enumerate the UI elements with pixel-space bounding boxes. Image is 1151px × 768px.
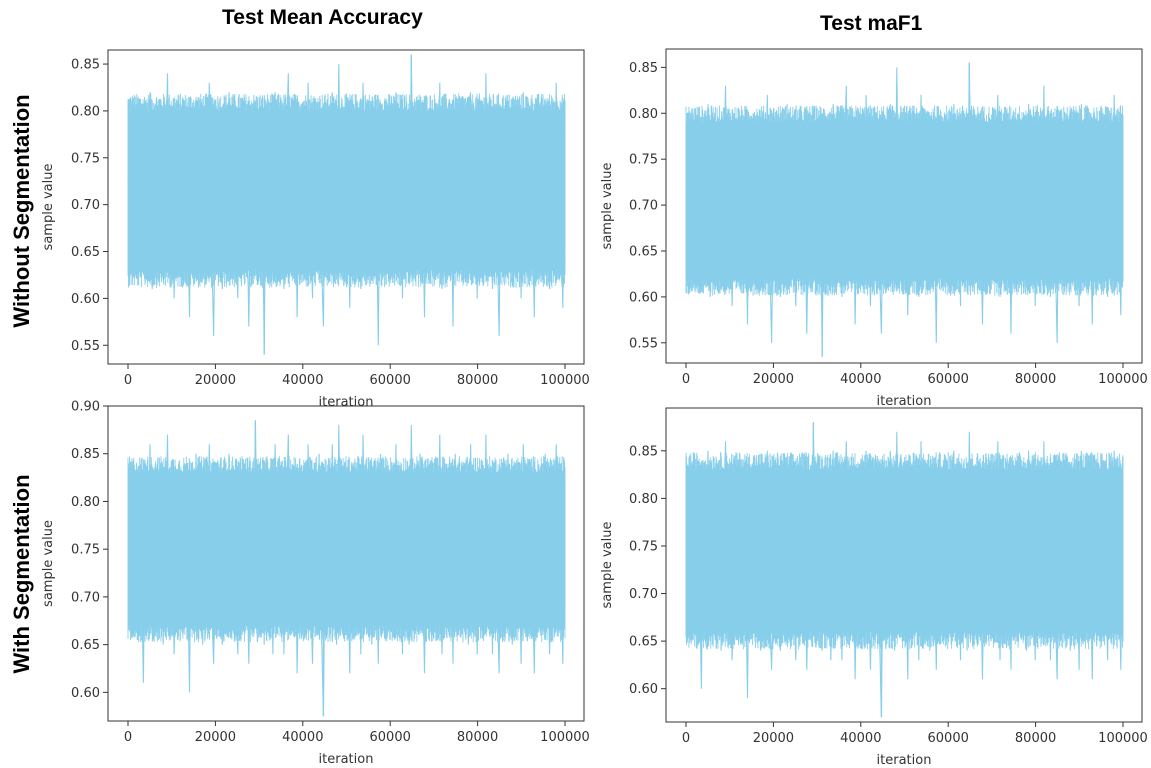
- y-tick-label: 0.60: [71, 292, 100, 307]
- x-axis-label: iteration: [319, 752, 374, 767]
- x-tick-label: 80000: [1015, 372, 1056, 387]
- trace-line: [685, 422, 1124, 718]
- x-tick-label: 0: [682, 372, 690, 387]
- y-tick-label: 0.75: [71, 151, 100, 166]
- x-tick-label: 40000: [282, 730, 323, 745]
- y-tick-label: 0.70: [71, 198, 100, 213]
- column-title-maf1: Test maF1: [820, 12, 923, 35]
- x-tick-label: 60000: [370, 373, 411, 388]
- trace-line: [127, 54, 566, 355]
- y-tick-label: 0.80: [629, 492, 658, 507]
- y-axis-label: sample value: [41, 520, 56, 607]
- x-tick-label: 80000: [457, 730, 498, 745]
- y-tick-label: 0.65: [71, 245, 100, 260]
- x-tick-label: 40000: [282, 373, 323, 388]
- x-tick-label: 60000: [928, 731, 969, 746]
- chart-without-seg-maf1: 0.55 0.60 0.65 0.70 0.75 0.80 0.85 0 20000 40000 6…: [600, 48, 1148, 409]
- x-tick-label: 20000: [195, 730, 236, 745]
- trace-line: [127, 420, 566, 717]
- x-axis-label: iteration: [319, 395, 374, 410]
- plot-frame: [665, 407, 1143, 723]
- y-tick-label: 0.60: [629, 290, 658, 305]
- y-tick-label: 0.70: [629, 587, 658, 602]
- y-tick-label: 0.70: [71, 590, 100, 605]
- x-tick-label: 100000: [1098, 731, 1148, 746]
- y-tick-label: 0.85: [71, 58, 100, 73]
- y-tick-label: 0.75: [629, 153, 658, 168]
- y-tick-label: 0.70: [629, 199, 658, 214]
- x-tick-label: 100000: [540, 730, 590, 745]
- trace-without-seg-accuracy: [127, 54, 566, 355]
- y-tick-label: 0.75: [71, 543, 100, 558]
- trace-with-seg-maf1: [685, 422, 1124, 718]
- x-tick-label: 0: [124, 730, 132, 745]
- x-tick-label: 20000: [195, 373, 236, 388]
- plot-frame: [665, 48, 1143, 364]
- y-tick-label: 0.80: [71, 495, 100, 510]
- x-tick-label: 20000: [753, 731, 794, 746]
- chart-with-seg-accuracy: 0.60 0.65 0.70 0.75 0.80 0.85 0.90 0 20000 40000 6…: [41, 400, 590, 768]
- y-tick-label: 0.80: [629, 107, 658, 122]
- y-tick-label: 0.85: [71, 447, 100, 462]
- y-tick-label: 0.55: [71, 339, 100, 354]
- x-tick-label: 0: [682, 731, 690, 746]
- y-axis-label: sample value: [600, 522, 615, 609]
- trace-line: [685, 62, 1124, 357]
- x-tick-label: 0: [124, 373, 132, 388]
- x-axis-label: iteration: [877, 394, 932, 409]
- y-tick-label: 0.65: [629, 635, 658, 650]
- x-tick-label: 60000: [370, 730, 411, 745]
- y-tick-label: 0.65: [71, 638, 100, 653]
- trace-without-seg-maf1: [685, 62, 1124, 357]
- y-tick-label: 0.55: [629, 336, 658, 351]
- chart-without-seg-accuracy: 0.55 0.60 0.65 0.70 0.75 0.80 0.85 0 20000 40000 6…: [41, 49, 590, 410]
- column-title-accuracy: Test Mean Accuracy: [222, 6, 423, 29]
- plot-frame: [107, 49, 585, 365]
- x-tick-label: 80000: [457, 373, 498, 388]
- x-axis-label: iteration: [877, 753, 932, 768]
- chart-with-seg-maf1: 0.60 0.65 0.70 0.75 0.80 0.85 0 20000 40000 60000…: [600, 407, 1148, 768]
- x-tick-label: 100000: [540, 373, 590, 388]
- x-tick-label: 40000: [840, 372, 881, 387]
- x-tick-label: 40000: [840, 731, 881, 746]
- y-tick-label: 0.85: [629, 444, 658, 459]
- y-tick-label: 0.85: [629, 61, 658, 76]
- y-tick-label: 0.75: [629, 539, 658, 554]
- y-tick-label: 0.60: [629, 682, 658, 697]
- x-tick-label: 60000: [928, 372, 969, 387]
- y-axis-label: sample value: [41, 164, 56, 251]
- y-tick-label: 0.80: [71, 104, 100, 119]
- x-tick-label: 80000: [1015, 731, 1056, 746]
- trace-with-seg-accuracy: [127, 420, 566, 717]
- y-tick-label: 0.60: [71, 686, 100, 701]
- x-tick-label: 20000: [753, 372, 794, 387]
- plot-frame: [107, 405, 585, 722]
- y-tick-label: 0.90: [71, 400, 100, 415]
- y-axis-label: sample value: [600, 163, 615, 250]
- x-tick-label: 100000: [1098, 372, 1148, 387]
- y-tick-label: 0.65: [629, 244, 658, 259]
